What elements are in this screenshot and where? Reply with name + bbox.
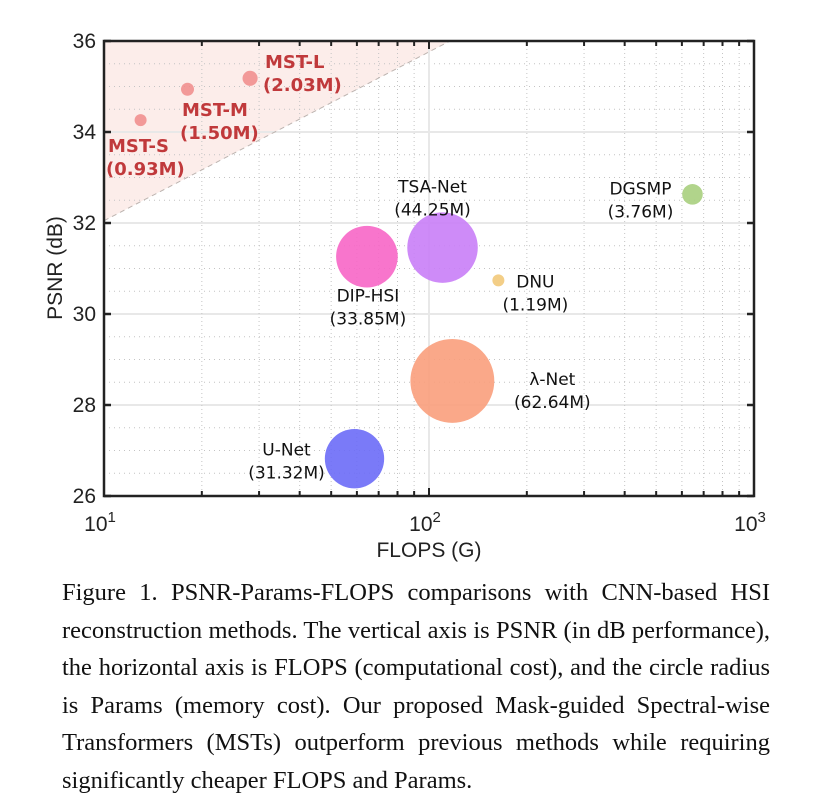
point-label-params: (1.19M) bbox=[502, 295, 568, 315]
y-tick-label: 32 bbox=[73, 212, 96, 235]
bubble--net bbox=[410, 338, 495, 423]
y-tick-label: 36 bbox=[73, 30, 96, 53]
point-label-name: MST-S bbox=[108, 136, 169, 157]
x-tick-label: 102 bbox=[409, 509, 441, 536]
point-label-name: DGSMP bbox=[609, 179, 671, 199]
bubble-chart: MST-S(0.93M) MST-M(1.50M) MST-L(2.03M) DGSM… bbox=[44, 30, 766, 562]
point-label-name: TSA-Net bbox=[397, 178, 467, 198]
figure-caption: Figure 1. PSNR-Params-FLOPS comparisons … bbox=[62, 579, 770, 794]
point-label-name: MST-M bbox=[182, 100, 248, 121]
point-labels: MST-S(0.93M) MST-M(1.50M) MST-L(2.03M) DGSM… bbox=[106, 52, 673, 484]
point-label-name: DIP-HSI bbox=[337, 287, 400, 307]
y-axis-title: PSNR (dB) bbox=[44, 216, 67, 320]
x-tick-label: 103 bbox=[734, 509, 766, 536]
point-label-params: (1.50M) bbox=[180, 123, 259, 144]
bubble-dip-hsi bbox=[336, 225, 398, 288]
axes bbox=[102, 39, 756, 498]
point-label-name: U-Net bbox=[262, 441, 311, 461]
x-tick-label: 101 bbox=[84, 509, 116, 536]
bubble-dgsmp bbox=[682, 184, 703, 205]
bubble-dnu bbox=[492, 274, 505, 287]
y-tick-label: 30 bbox=[73, 303, 96, 326]
point-label-name: λ-Net bbox=[529, 370, 575, 390]
point-label-params: (0.93M) bbox=[106, 159, 185, 180]
bubble-tsa-net bbox=[407, 212, 478, 283]
point-label-name: DNU bbox=[516, 272, 554, 292]
bubble-mst-m bbox=[181, 82, 195, 96]
bubble-mst-l bbox=[242, 70, 258, 86]
point-label-params: (44.25M) bbox=[394, 201, 471, 221]
point-label-params: (3.76M) bbox=[608, 202, 674, 222]
y-tick-label: 26 bbox=[73, 485, 96, 508]
bubble-mst-s bbox=[134, 114, 147, 127]
data-points bbox=[134, 70, 703, 489]
x-axis-title: FLOPS (G) bbox=[376, 539, 481, 562]
point-label-params: (62.64M) bbox=[514, 393, 591, 413]
tick-labels: 26 28 30 32 34 36 101 102 103 bbox=[73, 30, 766, 536]
point-label-params: (2.03M) bbox=[263, 75, 342, 96]
point-label-params: (33.85M) bbox=[330, 310, 407, 330]
y-tick-label: 28 bbox=[73, 394, 96, 417]
bubble-u-net bbox=[324, 429, 385, 489]
y-tick-label: 34 bbox=[73, 121, 97, 144]
point-label-params: (31.32M) bbox=[248, 464, 325, 484]
point-label-name: MST-L bbox=[265, 52, 324, 73]
separator-dashed-line bbox=[103, 40, 451, 222]
